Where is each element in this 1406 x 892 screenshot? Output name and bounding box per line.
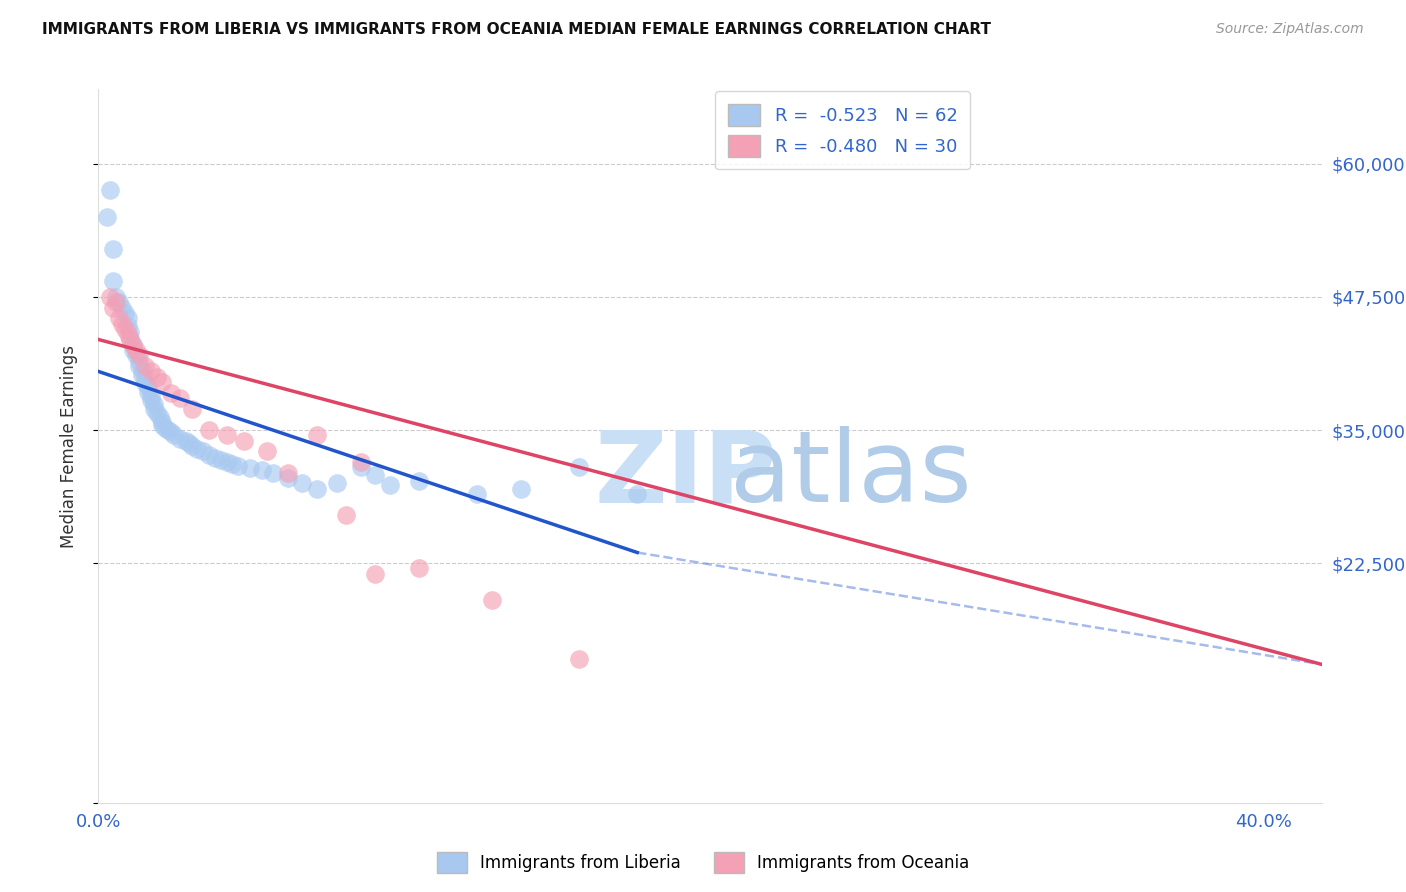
Point [180, 439, 202, 453]
Point [134, 372, 156, 386]
Point [131, 368, 153, 382]
Point [108, 311, 131, 326]
Point [152, 415, 174, 429]
Point [145, 406, 167, 420]
Point [152, 417, 174, 432]
Point [177, 435, 200, 450]
Text: IMMIGRANTS FROM LIBERIA VS IMMIGRANTS FROM OCEANIA MEDIAN FEMALE EARNINGS CORREL: IMMIGRANTS FROM LIBERIA VS IMMIGRANTS FR… [42, 22, 991, 37]
Point [221, 457, 243, 471]
Point [142, 401, 165, 416]
Point [256, 444, 278, 458]
Point [101, 274, 124, 288]
Point [96, 210, 118, 224]
Point [139, 389, 162, 403]
Legend: Immigrants from Liberia, Immigrants from Oceania: Immigrants from Liberia, Immigrants from… [430, 846, 976, 880]
Point [408, 561, 430, 575]
Point [233, 434, 256, 448]
Point [226, 459, 249, 474]
Point [204, 450, 226, 465]
Point [186, 442, 208, 457]
Point [215, 455, 238, 469]
Text: atlas: atlas [730, 426, 972, 523]
Point [305, 428, 328, 442]
Point [120, 325, 142, 339]
Point [101, 301, 124, 315]
Point [145, 369, 167, 384]
Point [169, 432, 191, 446]
Point [408, 474, 430, 488]
Point [136, 384, 159, 399]
Point [104, 290, 127, 304]
Point [335, 508, 357, 523]
Point [277, 471, 299, 485]
Point [198, 423, 221, 437]
Point [174, 434, 197, 448]
Point [509, 482, 531, 496]
Point [114, 322, 136, 336]
Point [120, 333, 142, 347]
Point [111, 317, 134, 331]
Text: Source: ZipAtlas.com: Source: ZipAtlas.com [1216, 22, 1364, 37]
Point [209, 453, 232, 467]
Point [114, 306, 136, 320]
Point [122, 343, 145, 358]
Point [378, 478, 401, 492]
Point [117, 311, 139, 326]
Point [262, 466, 284, 480]
Point [169, 391, 191, 405]
Legend: R =  -0.523   N = 62, R =  -0.480   N = 30: R = -0.523 N = 62, R = -0.480 N = 30 [716, 91, 970, 169]
Point [128, 359, 150, 373]
Point [193, 444, 215, 458]
Point [98, 290, 121, 304]
Point [481, 593, 503, 607]
Point [250, 463, 273, 477]
Point [101, 242, 124, 256]
Point [568, 460, 591, 475]
Point [139, 364, 162, 378]
Point [128, 353, 150, 368]
Point [160, 425, 183, 439]
Point [160, 385, 183, 400]
Point [215, 428, 238, 442]
Point [111, 301, 134, 315]
Point [125, 349, 148, 363]
Point [465, 487, 488, 501]
Point [117, 327, 139, 342]
Point [120, 333, 142, 347]
Point [149, 410, 172, 425]
Point [568, 652, 591, 666]
Point [134, 376, 156, 391]
Point [180, 401, 202, 416]
Point [198, 448, 221, 462]
Point [104, 295, 127, 310]
Point [326, 476, 349, 491]
Point [291, 476, 314, 491]
Point [157, 423, 180, 437]
Point [125, 343, 148, 358]
Point [117, 318, 139, 333]
Point [128, 349, 150, 363]
Point [277, 466, 299, 480]
Point [155, 421, 177, 435]
Point [163, 428, 186, 442]
Point [131, 363, 153, 377]
Point [139, 393, 162, 408]
Text: ZIP: ZIP [595, 426, 778, 523]
Point [364, 566, 387, 581]
Point [108, 295, 131, 310]
Point [239, 461, 262, 475]
Point [134, 359, 156, 373]
Y-axis label: Median Female Earnings: Median Female Earnings [59, 344, 77, 548]
Point [152, 375, 174, 389]
Point [122, 338, 145, 352]
Point [142, 397, 165, 411]
Point [349, 460, 371, 475]
Point [122, 338, 145, 352]
Point [136, 380, 159, 394]
Point [98, 183, 121, 197]
Point [364, 467, 387, 482]
Point [305, 482, 328, 496]
Point [626, 487, 648, 501]
Point [349, 455, 371, 469]
